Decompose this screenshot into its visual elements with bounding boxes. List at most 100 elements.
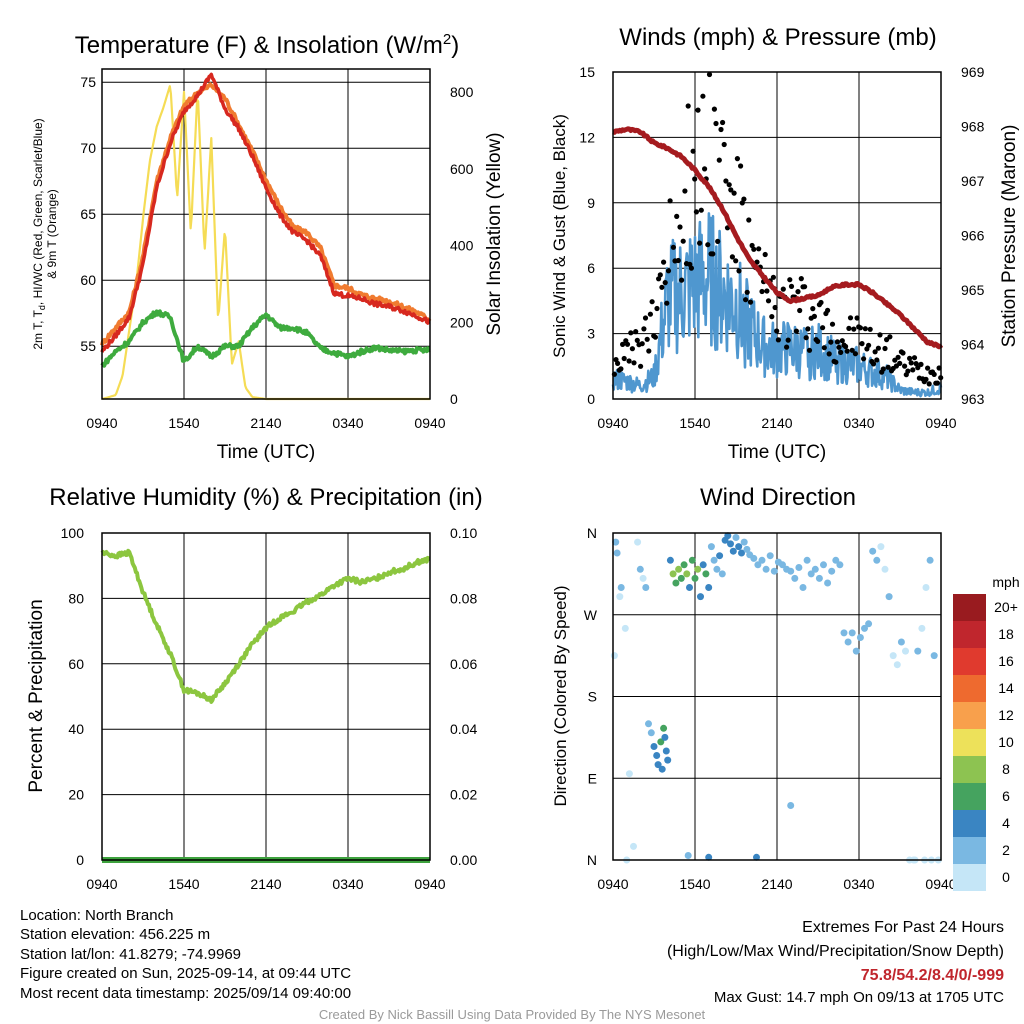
gust-point bbox=[861, 356, 867, 362]
gust-point bbox=[870, 361, 877, 367]
direction-point bbox=[699, 561, 707, 569]
direction-point bbox=[718, 570, 726, 578]
gust-point bbox=[721, 141, 727, 148]
temperature-series bbox=[100, 72, 432, 401]
gust-point bbox=[713, 120, 719, 127]
gust-point bbox=[702, 166, 708, 172]
direction-point bbox=[694, 565, 702, 573]
temp-ytick-1: 60 bbox=[80, 272, 96, 288]
legend-swatch-1 bbox=[953, 621, 986, 648]
direction-point bbox=[688, 556, 696, 564]
gust-point bbox=[765, 298, 772, 304]
pressure-ytick-1: 964 bbox=[961, 337, 985, 353]
direction-point bbox=[654, 761, 662, 769]
gust-point bbox=[805, 326, 811, 332]
gust-point bbox=[854, 315, 860, 321]
gust-point bbox=[934, 380, 941, 386]
direction-point bbox=[669, 570, 677, 578]
gust-point bbox=[926, 381, 932, 387]
direction-point bbox=[779, 561, 786, 569]
legend-label-2: 16 bbox=[998, 653, 1014, 669]
gust-point bbox=[697, 240, 703, 246]
direction-point bbox=[873, 556, 881, 564]
gust-point bbox=[780, 286, 786, 292]
pressure-ytick-2: 965 bbox=[961, 282, 985, 298]
gust-point bbox=[680, 238, 686, 244]
pressure-ytick-3: 966 bbox=[961, 228, 985, 244]
solar-ytick-2: 400 bbox=[450, 238, 474, 254]
gust-point bbox=[905, 368, 911, 374]
legend-label-8: 4 bbox=[1002, 815, 1010, 831]
gust-point bbox=[797, 307, 803, 314]
legend-label-9: 2 bbox=[1002, 842, 1010, 858]
direction-point bbox=[686, 584, 693, 591]
direction-point bbox=[691, 574, 699, 582]
rh-xtick-0: 0940 bbox=[86, 876, 117, 892]
legend-swatch-3 bbox=[953, 675, 986, 702]
direction-point bbox=[844, 638, 852, 646]
gust-point bbox=[834, 339, 841, 345]
gust-point bbox=[628, 330, 634, 336]
gust-point bbox=[649, 299, 655, 305]
gust-point bbox=[820, 325, 826, 331]
temperature-ylabel-line2: & 9m T (Orange) bbox=[45, 189, 59, 279]
direction-point bbox=[613, 549, 621, 557]
rh-xtick-2: 2140 bbox=[250, 876, 281, 892]
gust-point bbox=[788, 283, 795, 289]
precip-ytick-0: 0.00 bbox=[450, 852, 477, 868]
gust-point bbox=[859, 341, 865, 347]
gust-point bbox=[759, 288, 765, 295]
gust-point bbox=[798, 276, 804, 282]
direction-point bbox=[758, 556, 766, 564]
direction-point bbox=[897, 638, 905, 646]
direction-point bbox=[795, 564, 803, 571]
rh-ytick-0: 0 bbox=[76, 852, 84, 868]
direction-point bbox=[791, 574, 799, 582]
solar-ytick-4: 800 bbox=[450, 84, 474, 100]
gust-point bbox=[743, 297, 749, 303]
gust-point bbox=[716, 157, 722, 163]
dir-ytick-1: E bbox=[588, 770, 597, 786]
direction-point bbox=[738, 549, 745, 557]
gust-point bbox=[661, 259, 667, 265]
direction-point bbox=[787, 802, 795, 809]
direction-point bbox=[675, 565, 683, 573]
wind-ytick-1: 3 bbox=[587, 326, 595, 342]
gust-point bbox=[849, 347, 855, 353]
rh-ytick-3: 60 bbox=[68, 656, 84, 672]
direction-points bbox=[610, 532, 942, 864]
direction-point bbox=[824, 579, 832, 587]
direction-point bbox=[750, 554, 758, 562]
humidity-ylabel: Percent & Precipitation bbox=[26, 599, 47, 792]
temp-xtick-3: 0340 bbox=[332, 415, 363, 431]
gust-point bbox=[659, 284, 665, 290]
gust-point bbox=[615, 360, 621, 366]
direction-point bbox=[930, 652, 938, 660]
direction-point bbox=[856, 634, 864, 641]
winds-ylabel: Sonic Wind & Gust (Blue, Black) bbox=[550, 114, 569, 358]
gust-point bbox=[910, 367, 916, 373]
pressure-ytick-4: 967 bbox=[961, 173, 985, 189]
temp-ytick-4: 75 bbox=[80, 74, 96, 90]
extremes-gust: Max Gust: 14.7 mph On 09/13 at 1705 UTC bbox=[713, 989, 1004, 1006]
direction-point bbox=[705, 584, 713, 591]
pressure-ytick-5: 968 bbox=[961, 119, 985, 135]
gust-point bbox=[907, 355, 913, 361]
legend-swatch-4 bbox=[953, 702, 986, 729]
direction-point bbox=[766, 552, 774, 560]
legend-swatch-6 bbox=[953, 756, 986, 783]
legend-label-1: 18 bbox=[998, 626, 1014, 642]
temperature-frame bbox=[101, 68, 431, 400]
direction-frame bbox=[612, 532, 942, 861]
direction-point bbox=[885, 593, 893, 601]
gust-point bbox=[811, 313, 818, 319]
legend-label-0: 20+ bbox=[994, 599, 1018, 615]
gust-point bbox=[818, 299, 824, 306]
dir-xtick-3: 0340 bbox=[843, 876, 874, 892]
extremes-subheading: (High/Low/Max Wind/Precipitation/Snow De… bbox=[666, 943, 1004, 960]
gust-point bbox=[711, 106, 718, 112]
legend-label-5: 10 bbox=[998, 734, 1014, 750]
solar-ytick-1: 200 bbox=[450, 314, 474, 330]
temperature-title: Temperature (F) & Insolation (W/m2) bbox=[75, 31, 459, 59]
